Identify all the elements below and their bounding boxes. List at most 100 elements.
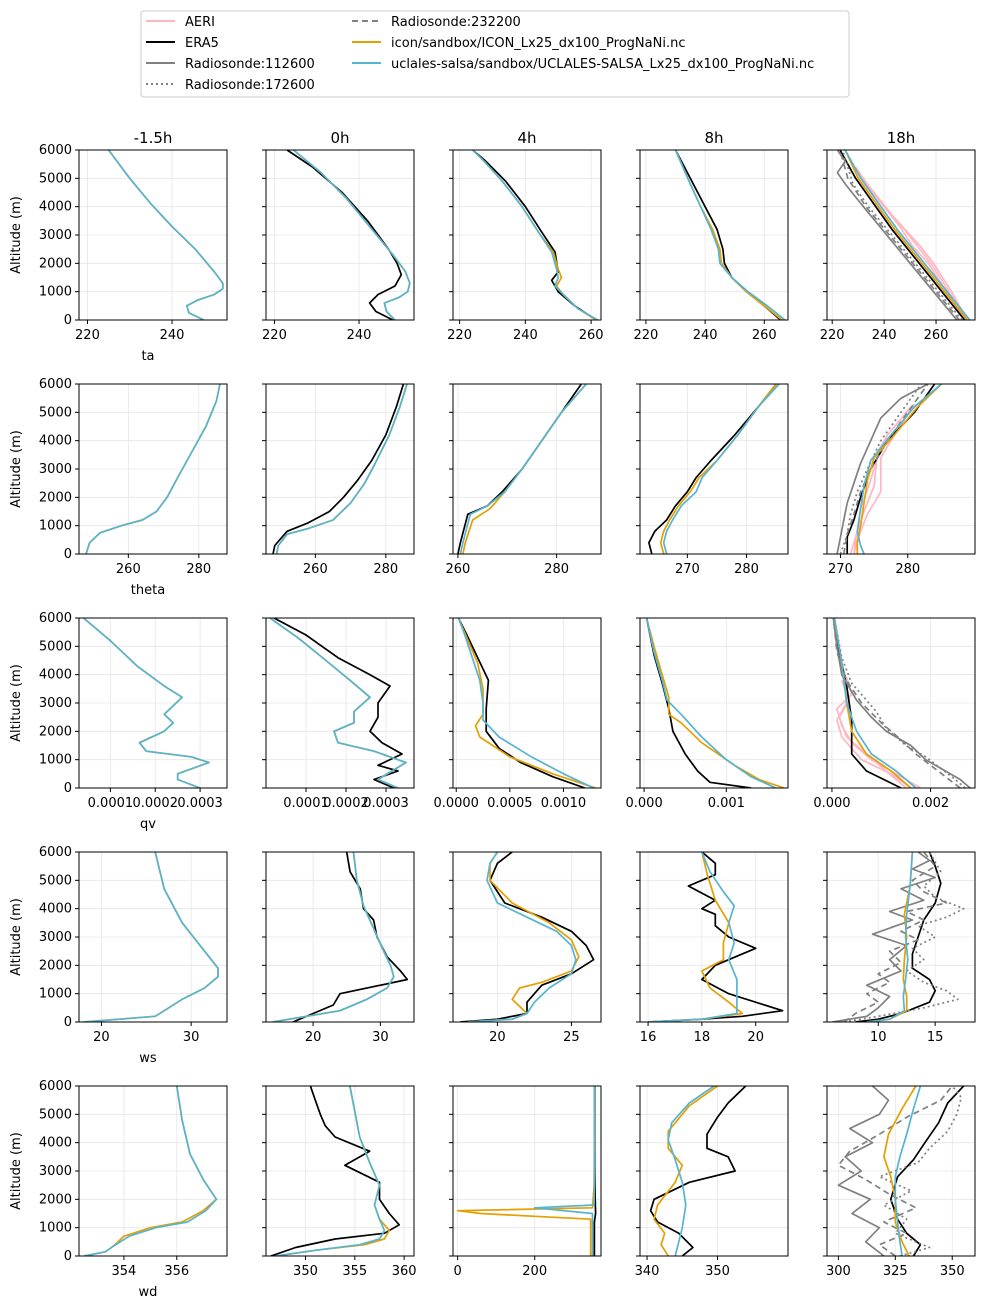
series-line <box>533 1086 596 1256</box>
panel-ta-2: 220 240 260 4h <box>447 129 603 343</box>
legend-item: Radiosonde:112600 <box>146 57 315 72</box>
y-tick-label: 2000 <box>39 490 72 505</box>
series-group <box>836 384 942 554</box>
x-tick-label: 0.0001 <box>88 796 134 811</box>
y-tick-label: 5000 <box>39 405 72 420</box>
panel-ta-4: 220 240 260 18h <box>820 129 976 343</box>
x-axis-label: qv <box>140 817 156 832</box>
x-tick-label: 0.0010 <box>541 796 587 811</box>
panel-theta-0: 0 1000 2000 3000 4000 5000 6000 260 280 Altitude … <box>9 377 228 598</box>
series-line <box>472 150 597 320</box>
panel-ws-3: 16 18 20 <box>636 851 789 1045</box>
series-line <box>269 618 407 788</box>
x-tick-label: 220 <box>262 328 287 343</box>
y-tick-label: 0 <box>64 1249 72 1264</box>
y-tick-label: 3000 <box>39 930 72 945</box>
y-tick-label: 4000 <box>39 434 72 449</box>
legend-item: Radiosonde:232200 <box>352 15 521 30</box>
y-tick-label: 1000 <box>39 1221 72 1236</box>
y-tick-label: 5000 <box>39 1107 72 1122</box>
panel-ws-1: 20 30 <box>262 851 415 1045</box>
series-group <box>645 618 785 788</box>
panel-qv-2: 0.0000 0.0005 0.0010 <box>433 617 602 811</box>
series-group <box>832 618 971 788</box>
series-group <box>272 852 409 1022</box>
x-tick-label: 280 <box>895 562 920 577</box>
legend-label: Radiosonde:112600 <box>185 57 315 72</box>
x-tick-label: 220 <box>634 328 659 343</box>
series-line <box>275 384 408 554</box>
series-group <box>107 150 224 320</box>
series-line <box>837 1086 890 1256</box>
panel-qv-4: 0.000 0.002 <box>813 617 976 811</box>
series-line <box>674 150 786 320</box>
x-tick-label: 20 <box>305 1030 322 1045</box>
panel-ws-2: 20 25 <box>449 851 602 1045</box>
series-group <box>269 618 407 788</box>
x-tick-label: 0.0002 <box>132 796 178 811</box>
panel-ta-0: 0 1000 2000 3000 4000 5000 6000 220 240 -1.5h Alti… <box>9 129 228 364</box>
series-group <box>82 618 210 788</box>
x-tick-label: 355 <box>342 1264 367 1279</box>
legend-item: AERI <box>146 15 215 30</box>
y-axis-label: Altitude (m) <box>9 664 24 742</box>
series-group <box>85 384 221 554</box>
x-tick-label: 354 <box>112 1264 137 1279</box>
series-line <box>836 150 958 320</box>
series-group <box>836 150 971 320</box>
series-line <box>457 618 596 788</box>
y-tick-label: 3000 <box>39 696 72 711</box>
series-line <box>662 384 780 554</box>
x-tick-label: 356 <box>164 1264 189 1279</box>
y-tick-label: 0 <box>64 547 72 562</box>
series-line <box>460 852 595 1022</box>
series-line <box>467 852 577 1022</box>
series-line <box>653 1086 718 1256</box>
series-line <box>833 618 917 788</box>
y-axis-label: Altitude (m) <box>9 1132 24 1210</box>
series-line <box>272 384 405 554</box>
legend-label: Radiosonde:232200 <box>391 15 521 30</box>
series-line <box>645 618 777 788</box>
x-tick-label: 0.0002 <box>323 796 369 811</box>
x-tick-label: 20 <box>489 1030 506 1045</box>
x-tick-label: 270 <box>675 562 700 577</box>
series-line <box>292 150 411 320</box>
y-tick-label: 6000 <box>39 1079 72 1094</box>
series-line <box>459 384 587 554</box>
series-group <box>457 384 587 554</box>
x-tick-label: 0.000 <box>626 796 663 811</box>
series-line <box>645 618 785 788</box>
x-tick-label: 240 <box>872 328 897 343</box>
series-line <box>878 1086 963 1256</box>
y-axis-label: Altitude (m) <box>9 898 24 976</box>
x-tick-label: 0.0003 <box>363 796 409 811</box>
x-tick-label: 20 <box>93 1030 110 1045</box>
panel-theta-1: 260 280 <box>262 383 415 577</box>
series-line <box>844 150 971 320</box>
x-tick-label: 220 <box>75 328 100 343</box>
series-group <box>472 150 599 320</box>
series-line <box>856 384 942 554</box>
x-tick-label: 260 <box>446 562 471 577</box>
legend-label: Radiosonde:172600 <box>185 78 315 93</box>
y-tick-label: 6000 <box>39 845 72 860</box>
series-group <box>460 852 595 1022</box>
series-group <box>83 852 219 1022</box>
y-axis-label: Altitude (m) <box>9 430 24 508</box>
column-title: 8h <box>704 129 723 147</box>
panel-wd-3: 340 350 <box>635 1085 789 1279</box>
x-tick-label: 0 <box>453 1264 461 1279</box>
series-line <box>270 1086 401 1256</box>
series-group <box>649 1086 747 1256</box>
y-tick-label: 2000 <box>39 256 72 271</box>
series-line <box>866 852 914 1022</box>
y-tick-label: 3000 <box>39 1164 72 1179</box>
series-line <box>275 1086 386 1256</box>
series-line <box>648 384 777 554</box>
series-line <box>853 406 912 554</box>
series-line <box>889 1086 965 1256</box>
x-tick-label: 0.0000 <box>433 796 479 811</box>
x-tick-label: 0.0003 <box>177 796 223 811</box>
